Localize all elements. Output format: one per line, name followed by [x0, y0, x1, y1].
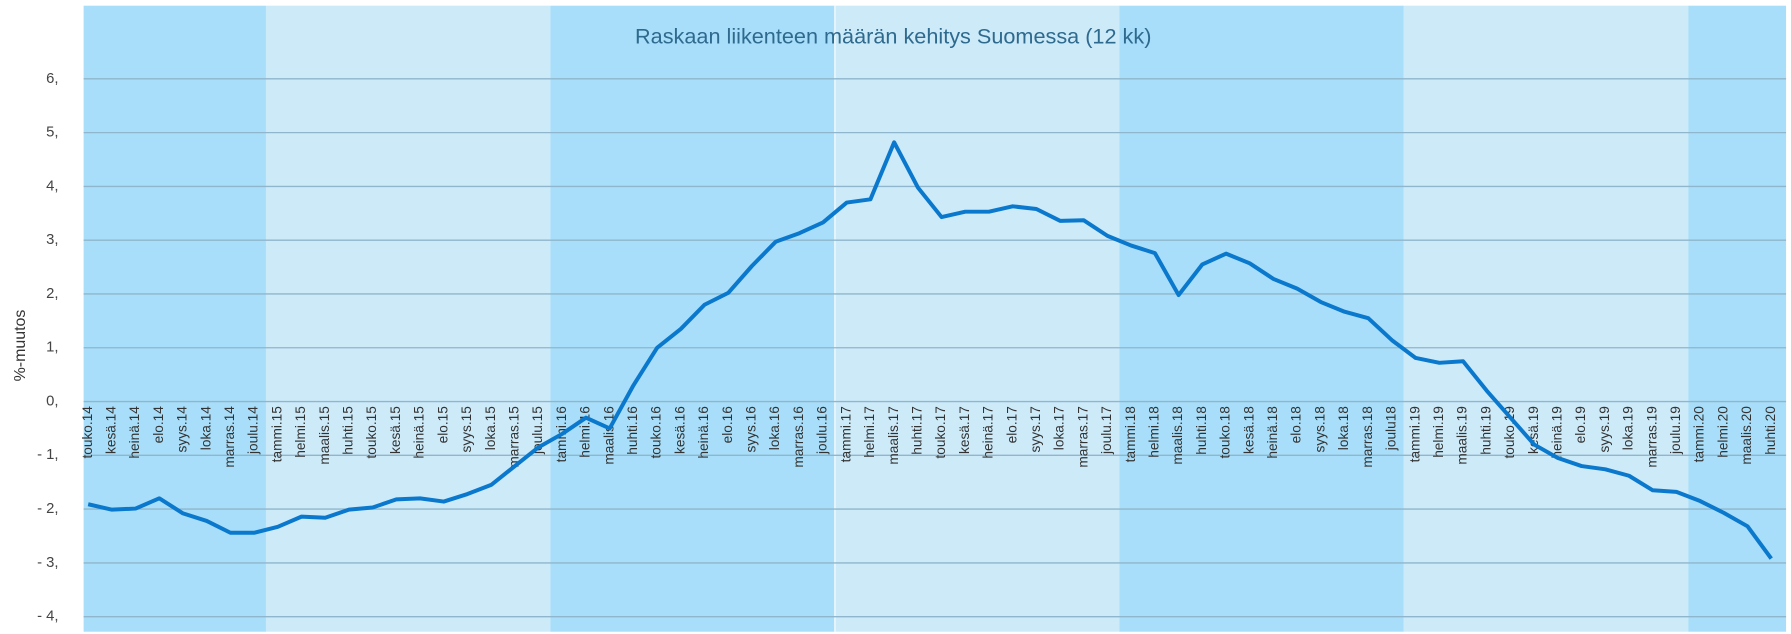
y-tick-label: - 3, — [37, 555, 58, 571]
x-tick-label: heinä.14 — [127, 406, 142, 459]
x-tick-label: tammi.20 — [1692, 406, 1707, 463]
x-tick-label: helmi.19 — [1431, 406, 1446, 458]
x-tick-label: tammi.17 — [838, 406, 853, 462]
x-tick-label: syys.17 — [1028, 406, 1043, 452]
y-tick-label: 3, — [46, 232, 58, 248]
x-tick-label: huhti.15 — [341, 406, 356, 455]
x-tick-label: elo.14 — [151, 406, 166, 444]
x-tick-label: maalis.17 — [886, 406, 901, 465]
y-tick-label: 5, — [46, 125, 58, 141]
x-tick-label: heinä.17 — [981, 406, 996, 458]
x-tick-label: touko.16 — [649, 406, 664, 458]
x-tick-label: heinä.16 — [696, 406, 711, 458]
x-tick-label: syys.18 — [1312, 406, 1327, 453]
x-tick-label: huhti.17 — [909, 406, 924, 455]
x-tick-label: maalis.16 — [601, 406, 616, 465]
x-tick-label: touko.15 — [364, 406, 379, 459]
x-tick-label: elo.18 — [1289, 406, 1304, 444]
x-tick-label: syys.15 — [459, 406, 474, 453]
x-tick-label: touko.17 — [933, 406, 948, 458]
x-tick-label: loka.18 — [1336, 406, 1351, 450]
x-tick-label: tammi.15 — [269, 406, 284, 463]
x-tick-label: marras.17 — [1075, 406, 1090, 468]
x-tick-label: joulu.14 — [246, 406, 261, 455]
year-band — [1403, 5, 1689, 632]
x-tick-label: joulu18 — [1384, 406, 1399, 451]
x-tick-label: heinä.15 — [412, 406, 427, 459]
chart-title: Raskaan liikenteen määrän kehitys Suomes… — [635, 23, 1151, 48]
x-tick-label: kesä.15 — [388, 406, 403, 454]
x-tick-label: syys.16 — [744, 406, 759, 452]
x-tick-label: joulu.17 — [1099, 406, 1114, 455]
y-tick-label: - 4, — [37, 609, 58, 625]
x-tick-label: kesä.14 — [103, 406, 118, 454]
x-tick-label: loka.14 — [198, 406, 213, 450]
y-tick-label: 0, — [46, 393, 58, 409]
x-tick-label: joulu.16 — [815, 406, 830, 455]
x-tick-label: kesä.17 — [957, 406, 972, 454]
x-tick-label: maalis.15 — [317, 406, 332, 465]
x-tick-label: maalis.20 — [1739, 406, 1754, 465]
y-axis-label: %-muutos — [12, 310, 29, 382]
year-band — [83, 5, 266, 632]
x-tick-label: elo.16 — [720, 406, 735, 443]
x-tick-label: helmi.15 — [293, 406, 308, 458]
x-tick-label: marras.18 — [1360, 406, 1375, 468]
y-tick-label: 6, — [46, 71, 58, 87]
x-tick-label: heinä.19 — [1550, 406, 1565, 458]
x-tick-label: joulu.19 — [1668, 406, 1683, 455]
grid — [83, 78, 1787, 618]
x-tick-label: maalis.19 — [1455, 406, 1470, 465]
x-tick-label: marras.14 — [222, 406, 237, 468]
year-band — [1119, 5, 1404, 632]
x-tick-label: huhti.18 — [1194, 406, 1209, 455]
year-band — [265, 5, 551, 632]
x-tick-label: tammi.18 — [1123, 406, 1138, 463]
x-tick-label: loka.15 — [483, 406, 498, 450]
x-tick-label: marras.15 — [506, 406, 521, 468]
x-tick-label: loka.19 — [1621, 406, 1636, 450]
data-line — [87, 140, 1773, 560]
x-tick-label: heinä.18 — [1265, 406, 1280, 459]
x-tick-label: touko.14 — [80, 406, 95, 459]
x-tick-label: elo.15 — [435, 406, 450, 444]
x-tick-label: syys.19 — [1597, 406, 1612, 452]
x-tick-label: huhti.19 — [1478, 406, 1493, 455]
x-tick-label: touko.18 — [1218, 406, 1233, 459]
x-tick-label: huhti.16 — [625, 406, 640, 455]
y-tick-label: 2, — [46, 286, 58, 302]
x-tick-label: tammi.19 — [1407, 406, 1422, 462]
x-tick-label: syys.14 — [175, 406, 190, 453]
y-tick-label: 4, — [46, 178, 58, 194]
x-tick-label: elo.19 — [1573, 406, 1588, 443]
x-tick-label: loka.17 — [1052, 406, 1067, 450]
x-tick-label: kesä.18 — [1241, 406, 1256, 454]
x-tick-label: kesä.16 — [672, 406, 687, 454]
x-tick-label: joulu.15 — [530, 406, 545, 455]
year-band — [1688, 5, 1787, 632]
x-tick-label: marras.19 — [1644, 406, 1659, 468]
x-tick-label: maalis.18 — [1170, 406, 1185, 465]
x-tick-label: helmi.18 — [1147, 406, 1162, 458]
x-tick-label: huhti.20 — [1763, 406, 1778, 455]
x-tick-label: loka.16 — [767, 406, 782, 450]
y-tick-label: - 2, — [37, 501, 58, 517]
x-tick-label: helmi.17 — [862, 406, 877, 458]
x-tick-label: helmi.16 — [578, 406, 593, 458]
y-tick-label: 1, — [46, 340, 58, 356]
background-bands — [83, 5, 1787, 632]
x-tick-label: elo.17 — [1004, 406, 1019, 443]
year-band — [834, 5, 1120, 632]
x-tick-label: helmi.20 — [1715, 406, 1730, 458]
y-tick-label: - 1, — [37, 447, 58, 463]
x-tick-label: marras.16 — [791, 406, 806, 468]
